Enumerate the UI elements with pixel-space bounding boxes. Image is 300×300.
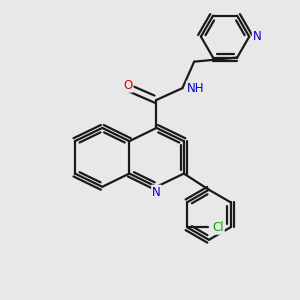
Text: O: O: [123, 79, 133, 92]
Text: N: N: [253, 30, 262, 43]
Text: NH: NH: [187, 82, 204, 95]
Text: Cl: Cl: [212, 221, 224, 234]
Text: N: N: [152, 186, 161, 199]
